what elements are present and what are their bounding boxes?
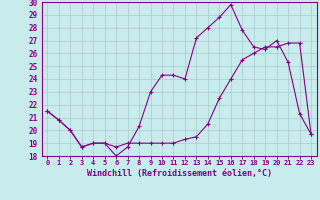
X-axis label: Windchill (Refroidissement éolien,°C): Windchill (Refroidissement éolien,°C) bbox=[87, 169, 272, 178]
